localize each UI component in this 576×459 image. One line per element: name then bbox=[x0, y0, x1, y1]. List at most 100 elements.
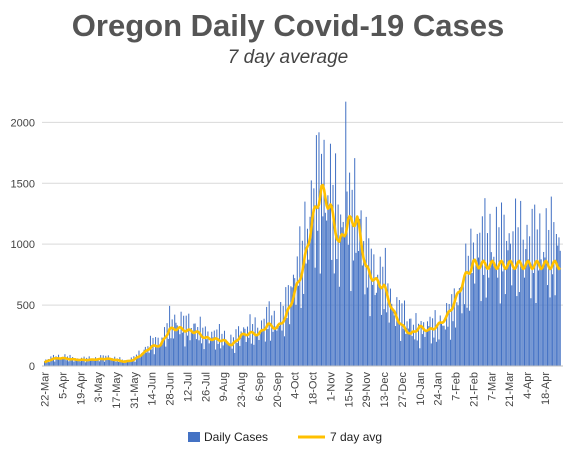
bar-daily-cases bbox=[91, 358, 93, 366]
bar-daily-cases bbox=[553, 222, 555, 366]
bar-daily-cases bbox=[536, 229, 538, 366]
bar-daily-cases bbox=[448, 303, 450, 366]
bar-daily-cases bbox=[309, 216, 311, 366]
bar-daily-cases bbox=[294, 278, 296, 366]
bar-daily-cases bbox=[266, 306, 268, 366]
bar-daily-cases bbox=[453, 288, 455, 366]
bar-daily-cases bbox=[206, 339, 208, 366]
bar-daily-cases bbox=[479, 232, 481, 366]
bar-daily-cases bbox=[66, 356, 68, 366]
bar-daily-cases bbox=[295, 304, 297, 366]
bar-daily-cases bbox=[541, 265, 543, 366]
bar-daily-cases bbox=[181, 332, 183, 366]
bar-daily-cases bbox=[134, 361, 136, 366]
bar-daily-cases bbox=[523, 277, 525, 366]
bar-daily-cases bbox=[147, 346, 149, 366]
bar-daily-cases bbox=[428, 326, 430, 366]
bar-daily-cases bbox=[306, 228, 308, 366]
bar-daily-cases bbox=[429, 316, 431, 366]
bar-daily-cases bbox=[358, 251, 360, 366]
bar-daily-cases bbox=[273, 310, 275, 366]
bar-daily-cases bbox=[125, 360, 127, 366]
bar-daily-cases bbox=[402, 328, 404, 366]
bar-daily-cases bbox=[331, 259, 333, 366]
bar-daily-cases bbox=[285, 287, 287, 366]
bar-daily-cases bbox=[95, 357, 97, 366]
bar-daily-cases bbox=[252, 324, 254, 366]
bar-daily-cases bbox=[278, 325, 280, 366]
bar-daily-cases bbox=[282, 305, 284, 366]
bar-daily-cases bbox=[49, 362, 51, 366]
bar-daily-cases bbox=[544, 257, 546, 366]
bar-daily-cases bbox=[141, 353, 143, 366]
bar-daily-cases bbox=[114, 356, 116, 366]
bar-daily-cases bbox=[148, 352, 150, 366]
bar-daily-cases bbox=[300, 307, 302, 366]
bar-daily-cases bbox=[554, 295, 556, 366]
x-tick-label: 18-Oct bbox=[308, 372, 320, 405]
bar-daily-cases bbox=[452, 321, 454, 366]
bar-daily-cases bbox=[167, 338, 169, 366]
bar-daily-cases bbox=[418, 323, 420, 366]
bar-daily-cases bbox=[548, 229, 550, 366]
bar-daily-cases bbox=[324, 212, 326, 366]
bar-daily-cases bbox=[314, 267, 316, 366]
bar-daily-cases bbox=[490, 252, 492, 366]
bar-daily-cases bbox=[516, 296, 518, 366]
bar-daily-cases bbox=[258, 339, 260, 366]
bar-daily-cases bbox=[146, 352, 148, 366]
bar-daily-cases bbox=[332, 184, 334, 366]
bar-daily-cases bbox=[254, 317, 256, 366]
bar-daily-cases bbox=[216, 329, 218, 366]
x-tick-label: 18-Apr bbox=[540, 372, 552, 405]
bar-daily-cases bbox=[364, 294, 366, 366]
bar-daily-cases bbox=[194, 323, 196, 366]
bar-daily-cases bbox=[335, 153, 337, 366]
bar-daily-cases bbox=[124, 360, 126, 366]
bar-daily-cases bbox=[179, 334, 181, 366]
bar-daily-cases bbox=[271, 315, 273, 366]
bar-daily-cases bbox=[513, 269, 515, 366]
bar-daily-cases bbox=[465, 243, 467, 366]
bar-daily-cases bbox=[52, 354, 54, 366]
bar-daily-cases bbox=[84, 362, 86, 366]
x-tick-label: 10-Jan bbox=[415, 372, 427, 406]
bar-daily-cases bbox=[493, 256, 495, 366]
bar-daily-cases bbox=[234, 352, 236, 366]
bar-daily-cases bbox=[352, 260, 354, 366]
bar-daily-cases bbox=[190, 327, 192, 366]
bar-daily-cases bbox=[61, 356, 63, 366]
y-tick-label: 1000 bbox=[11, 239, 35, 251]
bar-daily-cases bbox=[240, 331, 242, 366]
bar-daily-cases bbox=[444, 329, 446, 366]
bar-daily-cases bbox=[63, 357, 65, 366]
bar-daily-cases bbox=[192, 332, 194, 366]
bar-daily-cases bbox=[230, 334, 232, 366]
bar-daily-cases bbox=[317, 230, 319, 366]
bar-daily-cases bbox=[296, 256, 298, 366]
bar-daily-cases bbox=[393, 315, 395, 366]
bar-daily-cases bbox=[65, 360, 67, 366]
bar-daily-cases bbox=[162, 338, 164, 366]
x-tick-label: 14-Jun bbox=[147, 372, 159, 406]
bar-daily-cases bbox=[212, 337, 214, 366]
bar-daily-cases bbox=[46, 360, 48, 366]
bar-daily-cases bbox=[253, 344, 255, 366]
bar-daily-cases bbox=[446, 303, 448, 366]
bar-daily-cases bbox=[501, 202, 503, 366]
bar-daily-cases bbox=[442, 325, 444, 366]
bar-daily-cases bbox=[55, 356, 57, 366]
bar-daily-cases bbox=[421, 334, 423, 366]
bar-daily-cases bbox=[488, 277, 490, 366]
bar-daily-cases bbox=[138, 350, 140, 366]
x-tick-label: 21-Mar bbox=[504, 372, 516, 407]
bar-daily-cases bbox=[455, 327, 457, 366]
bar-daily-cases bbox=[381, 314, 383, 366]
bar-daily-cases bbox=[107, 355, 109, 366]
bar-daily-cases bbox=[369, 316, 371, 366]
bar-daily-cases bbox=[310, 180, 312, 366]
bar-daily-cases bbox=[280, 302, 282, 366]
bar-daily-cases bbox=[378, 282, 380, 366]
bar-daily-cases bbox=[89, 360, 91, 366]
bar-daily-cases bbox=[87, 361, 89, 366]
